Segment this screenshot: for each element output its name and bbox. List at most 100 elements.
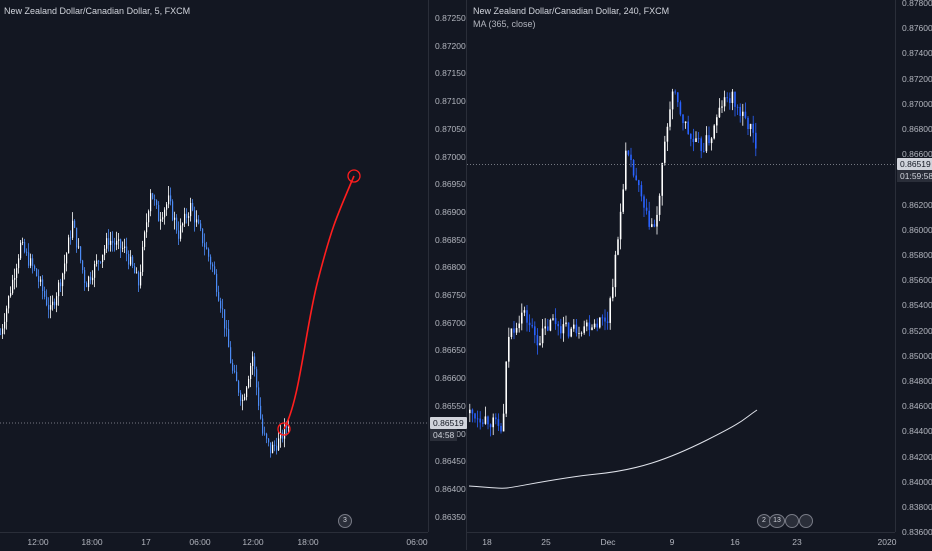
candle-body	[671, 91, 674, 110]
candle-body	[252, 356, 254, 367]
candle-body	[88, 276, 90, 288]
forecast-curve-drawing[interactable]	[283, 175, 355, 430]
candles	[469, 88, 757, 437]
candle-body	[222, 308, 224, 310]
candle-body	[622, 189, 624, 212]
candle-body	[708, 135, 710, 144]
candle-body	[104, 248, 106, 255]
candle-body	[630, 154, 632, 161]
price-tick-label: 0.87000	[902, 98, 932, 109]
candle-body	[256, 369, 258, 388]
price-axis[interactable]: 0.87250 0.87200 0.87150 0.87100 0.87050 0.870…	[428, 0, 467, 532]
last-price-label: 0.86519	[430, 416, 467, 429]
economic-event-icon[interactable]: 13	[769, 514, 785, 528]
price-tick-label: 0.86450	[435, 456, 466, 467]
economic-event-icon[interactable]: 3	[338, 514, 352, 528]
candle-body	[547, 326, 549, 331]
candle-body	[154, 199, 156, 201]
candle-body	[599, 317, 601, 328]
candle-body	[190, 202, 192, 217]
candle-body	[38, 276, 40, 282]
time-tick-label: 25	[541, 537, 551, 547]
candle-body	[495, 417, 497, 420]
candle-body	[180, 225, 182, 239]
candle-body	[669, 109, 671, 127]
candle-body	[541, 328, 544, 344]
candle-body	[534, 326, 536, 336]
candle-body	[196, 219, 198, 223]
time-tick-label: 12:00	[27, 537, 49, 547]
candle-body	[744, 111, 747, 118]
candle-body	[176, 217, 178, 231]
candle-body	[230, 347, 232, 364]
candle-body	[156, 200, 158, 205]
time-tick-label: 18:00	[81, 537, 103, 547]
time-axis[interactable]: 18 25 Dec 9 16 23 2020	[467, 532, 897, 551]
candle-body	[586, 322, 588, 327]
price-tick-label: 0.86750	[435, 290, 466, 300]
last-price-label: 0.86519	[897, 158, 932, 171]
candle-body	[216, 273, 218, 292]
candle-body	[34, 265, 36, 269]
candle-body	[260, 405, 262, 419]
time-tick-label: 2020	[877, 537, 897, 547]
price-tick-label: 0.84000	[902, 476, 932, 487]
chart-pane-4h[interactable]: New Zealand Dollar/Canadian Dollar, 240,…	[467, 0, 932, 550]
time-tick-label: 12:00	[242, 537, 264, 547]
candle-body	[32, 258, 34, 266]
candle-body	[502, 413, 505, 432]
candle-body	[726, 97, 728, 99]
candle-body	[202, 228, 204, 244]
candle-body	[497, 419, 500, 426]
drawing-anchor-start[interactable]	[277, 422, 291, 436]
candle-body	[557, 324, 559, 327]
economic-event-icon[interactable]	[785, 514, 799, 528]
candle-body	[752, 123, 754, 133]
candle-body	[638, 180, 640, 186]
candle-body	[742, 111, 744, 116]
candle-body	[575, 324, 578, 334]
candle-body	[482, 422, 484, 424]
price-tick-label: 0.85400	[902, 300, 932, 311]
candle-body	[14, 277, 16, 280]
candle-body	[4, 321, 6, 329]
candle-body	[8, 296, 10, 309]
candle-body	[729, 98, 731, 103]
candle-body	[232, 363, 234, 371]
candle-body	[578, 332, 580, 334]
candle-body	[278, 438, 280, 451]
price-tick-label: 0.86850	[435, 234, 466, 245]
price-plot-4h[interactable]	[467, 0, 895, 532]
price-plot-5m[interactable]	[0, 0, 428, 532]
drawing-anchor-end[interactable]	[347, 169, 361, 183]
chart-pane-5m[interactable]: New Zealand Dollar/Canadian Dollar, 5, F…	[0, 0, 467, 551]
candle-body	[266, 433, 268, 439]
candle-body	[162, 217, 164, 220]
candle-body	[166, 204, 168, 210]
candle-body	[134, 266, 136, 274]
candle-body	[186, 213, 188, 218]
candle-body	[570, 328, 572, 337]
candle-body	[160, 219, 162, 222]
candle-body	[210, 256, 212, 265]
candle-body	[747, 117, 749, 130]
candle-body	[643, 196, 645, 208]
price-tick-label: 0.86900	[435, 206, 466, 217]
indicator-legend-ma[interactable]: MA (365, close)	[473, 19, 536, 29]
candle-body	[718, 107, 721, 118]
price-tick-label: 0.83600	[902, 527, 932, 538]
candle-body	[174, 217, 176, 220]
candle-body	[697, 138, 700, 140]
candle-body	[544, 326, 546, 329]
time-axis[interactable]: 12:00 18:00 17 06:00 12:00 18:00 06:00	[0, 532, 428, 551]
price-axis[interactable]: 0.87800 0.87600 0.87400 0.87200 0.87000 0.868…	[895, 0, 932, 537]
economic-event-icon[interactable]	[799, 514, 813, 528]
price-tick-label: 0.85200	[902, 325, 932, 336]
candle-body	[48, 304, 50, 310]
candle-body	[172, 201, 174, 220]
candle-body	[98, 260, 100, 262]
pane-divider[interactable]	[465, 0, 467, 550]
candle-body	[108, 238, 110, 245]
candle-body	[42, 279, 44, 291]
candle-body	[198, 219, 200, 224]
